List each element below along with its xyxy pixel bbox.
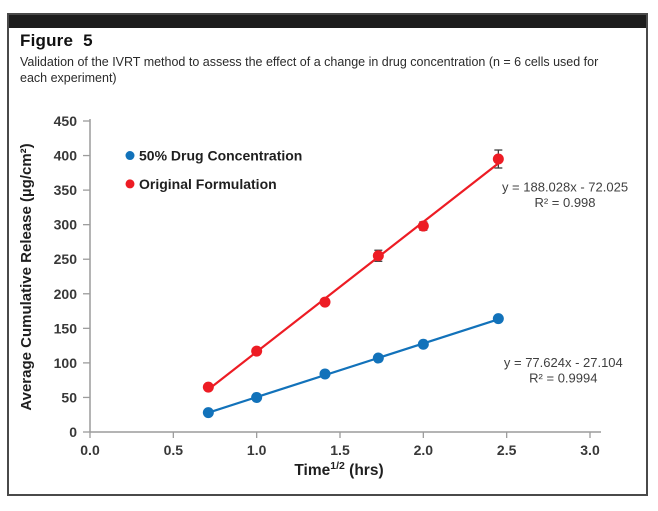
equation-line: R² = 0.9994	[529, 370, 597, 385]
y-tick-label: 300	[54, 217, 78, 233]
x-tick-label: 1.0	[247, 442, 267, 458]
legend: 50% Drug Concentration Original Formulati…	[125, 148, 302, 192]
y-tick-label: 350	[54, 182, 78, 198]
x-tick-label: 3.0	[580, 442, 600, 458]
equation-line: y = 77.624x - 27.104	[504, 355, 623, 370]
figure-label: Figure 5	[20, 31, 93, 50]
data-point	[202, 407, 214, 419]
data-point	[492, 153, 504, 165]
y-tick-label: 150	[54, 320, 78, 336]
figure-top-bar	[9, 15, 646, 28]
data-point	[202, 381, 214, 393]
data-point	[319, 296, 331, 308]
chart-area: 0 50 100 150 200 250 300 350 400 450 0.0 0.5 1.0 1.5 2…	[9, 101, 646, 483]
legend-marker	[125, 151, 135, 161]
data-point	[251, 391, 263, 403]
y-tick-label: 100	[54, 355, 78, 371]
y-tick-label: 450	[54, 113, 78, 129]
x-tick-label: 2.0	[414, 442, 434, 458]
equation-line: R² = 0.998	[534, 195, 595, 210]
y-tick-label: 50	[61, 389, 77, 405]
x-axis-ticks: 0.0 0.5 1.0 1.5 2.0 2.5 3.0	[80, 432, 600, 458]
equation-line: y = 188.028x - 72.025	[502, 179, 628, 194]
data-point	[372, 250, 384, 262]
y-axis-ticks: 0 50 100 150 200 250 300 350 400 450	[54, 113, 90, 440]
y-tick-label: 200	[54, 286, 78, 302]
series-original-formulation	[202, 149, 504, 393]
x-tick-label: 0.0	[80, 442, 100, 458]
trendline	[207, 162, 500, 391]
legend-label: Original Formulation	[139, 176, 277, 192]
x-tick-label: 1.5	[330, 442, 350, 458]
data-point	[251, 345, 263, 357]
legend-marker	[125, 179, 135, 189]
figure-caption: Validation of the IVRT method to assess …	[20, 54, 599, 85]
y-axis-title: Average Cumulative Release (µg/cm²)	[18, 143, 35, 410]
data-point	[417, 338, 429, 350]
series-50-drug-concentration	[202, 313, 504, 419]
data-point	[417, 220, 429, 232]
x-tick-label: 0.5	[164, 442, 184, 458]
x-tick-label: 2.5	[497, 442, 517, 458]
y-tick-label: 400	[54, 148, 78, 164]
legend-label: 50% Drug Concentration	[139, 148, 302, 164]
figure-panel: Figure 5 Validation of the IVRT method t…	[7, 13, 648, 496]
ivrt-validation-chart: 0 50 100 150 200 250 300 350 400 450 0.0 0.5 1.0 1.5 2…	[18, 113, 628, 479]
data-point	[372, 352, 384, 364]
x-axis-title: Time1/2 (hrs)	[294, 460, 383, 479]
data-point	[492, 313, 504, 325]
axes	[89, 119, 601, 433]
y-tick-label: 250	[54, 251, 78, 267]
y-tick-label: 0	[69, 424, 77, 440]
data-point	[319, 368, 331, 380]
